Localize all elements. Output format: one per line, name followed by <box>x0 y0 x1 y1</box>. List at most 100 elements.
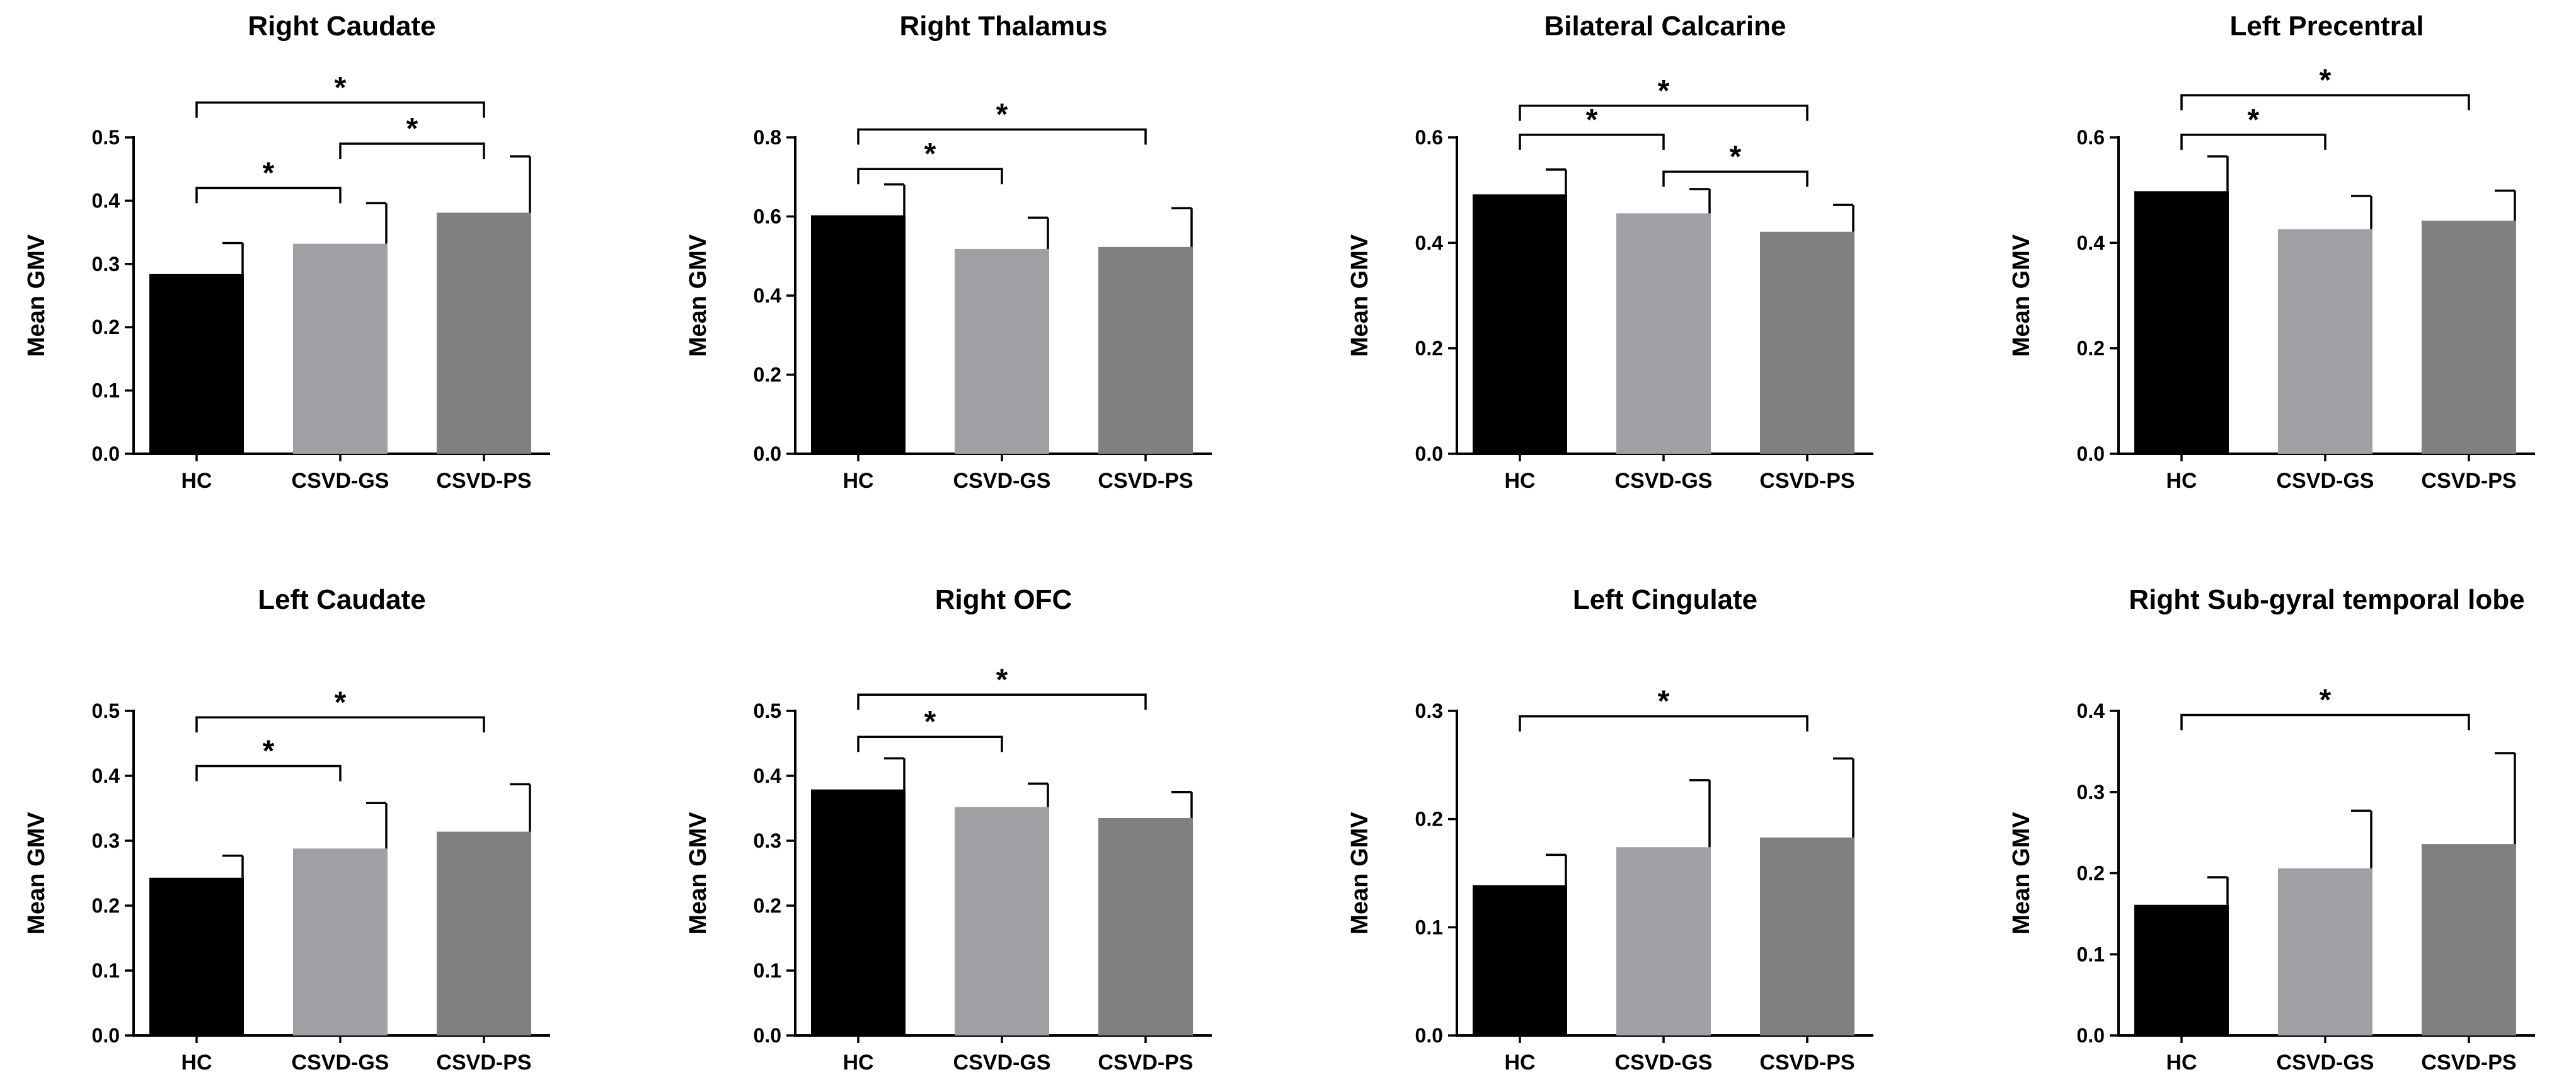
y-tick-label: 0.3 <box>2077 781 2105 804</box>
significance-bracket <box>195 187 342 204</box>
y-tick-label: 0.5 <box>92 700 120 722</box>
y-tick-label: 0.4 <box>754 764 782 787</box>
significance-star: * <box>2320 683 2332 717</box>
bar-csvd-gs <box>293 243 388 454</box>
significance-star: * <box>996 663 1008 696</box>
significance-bracket <box>857 693 1147 710</box>
y-tick-label: 0.2 <box>754 364 781 386</box>
y-tick-label: 0.2 <box>92 894 120 917</box>
significance-bracket <box>195 101 485 118</box>
significance-star: * <box>1730 140 1742 173</box>
y-axis-label: Mean GMV <box>1347 234 1373 357</box>
y-tick-label: 0.4 <box>92 764 120 787</box>
y-tick-label: 0.3 <box>92 829 120 852</box>
y-tick-label: 0.1 <box>92 379 120 402</box>
significance-star: * <box>1658 74 1670 108</box>
y-tick-label: 0.4 <box>2077 231 2105 254</box>
bar-csvd-gs <box>955 807 1049 1035</box>
bar-csvd-ps <box>1098 246 1193 454</box>
x-tick-label: CSVD-GS <box>953 1051 1051 1075</box>
bar-hc <box>811 789 906 1035</box>
significance-bracket <box>1519 715 1808 732</box>
significance-bracket <box>195 764 342 781</box>
x-tick-label: HC <box>1504 469 1535 493</box>
chart-title: Bilateral Calcarine <box>1544 11 1786 42</box>
y-tick-label: 0.6 <box>2077 126 2105 149</box>
bar-hc <box>1473 885 1567 1035</box>
bar-hc <box>149 274 244 454</box>
y-tick-label: 0.0 <box>1415 1024 1443 1047</box>
x-tick-label: CSVD-GS <box>2277 469 2374 493</box>
x-tick-label: CSVD-PS <box>1098 469 1193 493</box>
y-tick-label: 0.0 <box>1415 442 1443 465</box>
x-tick-label: HC <box>842 1051 873 1075</box>
significance-bracket <box>2180 94 2470 111</box>
y-axis-label: Mean GMV <box>2008 812 2035 935</box>
x-tick-label: CSVD-PS <box>436 469 531 493</box>
chart-title: Left Caudate <box>258 584 425 615</box>
y-axis-label: Mean GMV <box>23 812 50 935</box>
significance-bracket <box>339 142 485 159</box>
significance-star: * <box>996 98 1008 131</box>
bar-csvd-gs <box>2278 229 2372 454</box>
x-tick-label: HC <box>181 1051 212 1075</box>
y-tick-label: 0.3 <box>754 829 781 852</box>
significance-star: * <box>263 156 275 190</box>
significance-bracket <box>1519 105 1808 121</box>
y-axis-label: Mean GMV <box>685 812 711 935</box>
significance-star: * <box>335 71 347 105</box>
bar-csvd-ps <box>437 212 531 454</box>
y-tick-label: 0.8 <box>754 126 781 149</box>
x-tick-label: CSVD-GS <box>1615 469 1713 493</box>
y-tick-label: 0.1 <box>1415 916 1443 938</box>
bar-csvd-ps <box>437 831 531 1035</box>
x-tick-label: CSVD-PS <box>1759 1051 1854 1075</box>
x-tick-label: HC <box>181 469 212 493</box>
bar-csvd-ps <box>1760 837 1854 1035</box>
y-tick-label: 0.4 <box>2077 700 2105 722</box>
y-tick-label: 0.1 <box>2077 943 2105 966</box>
y-tick-label: 0.3 <box>1415 700 1443 722</box>
bar-hc <box>811 215 906 454</box>
bar-hc <box>1473 194 1567 454</box>
x-tick-label: CSVD-PS <box>1759 469 1854 493</box>
x-tick-label: HC <box>2166 1051 2197 1075</box>
significance-star: * <box>335 686 347 719</box>
bar-hc <box>2134 904 2229 1035</box>
y-tick-label: 0.6 <box>1415 126 1443 149</box>
x-tick-label: HC <box>842 469 873 493</box>
significance-star: * <box>2248 103 2260 137</box>
bar-csvd-gs <box>1616 847 1711 1035</box>
x-tick-label: CSVD-GS <box>292 469 389 493</box>
bar-hc <box>2134 191 2229 454</box>
chart-title: Right Caudate <box>248 11 435 42</box>
y-tick-label: 0.1 <box>92 959 120 982</box>
significance-star: * <box>924 137 936 171</box>
x-tick-label: CSVD-GS <box>953 469 1051 493</box>
y-tick-label: 0.4 <box>1415 231 1444 254</box>
significance-bracket <box>2180 134 2326 150</box>
bar-csvd-gs <box>293 848 388 1035</box>
x-tick-label: CSVD-GS <box>292 1051 389 1075</box>
x-tick-label: HC <box>2166 469 2197 493</box>
bar-csvd-gs <box>2278 868 2372 1035</box>
y-tick-label: 0.2 <box>1415 808 1443 831</box>
y-tick-label: 0.6 <box>754 205 781 228</box>
bar-csvd-ps <box>2422 844 2516 1035</box>
x-tick-label: CSVD-GS <box>2277 1051 2374 1075</box>
significance-bracket <box>857 128 1147 145</box>
y-tick-label: 0.0 <box>754 442 781 465</box>
y-tick-label: 0.0 <box>754 1024 781 1047</box>
y-tick-label: 0.4 <box>754 284 782 307</box>
y-tick-label: 0.3 <box>92 253 120 275</box>
significance-star: * <box>1658 685 1670 718</box>
bar-csvd-ps <box>2422 221 2516 454</box>
significance-star: * <box>1586 103 1598 137</box>
bar-csvd-ps <box>1098 817 1193 1035</box>
